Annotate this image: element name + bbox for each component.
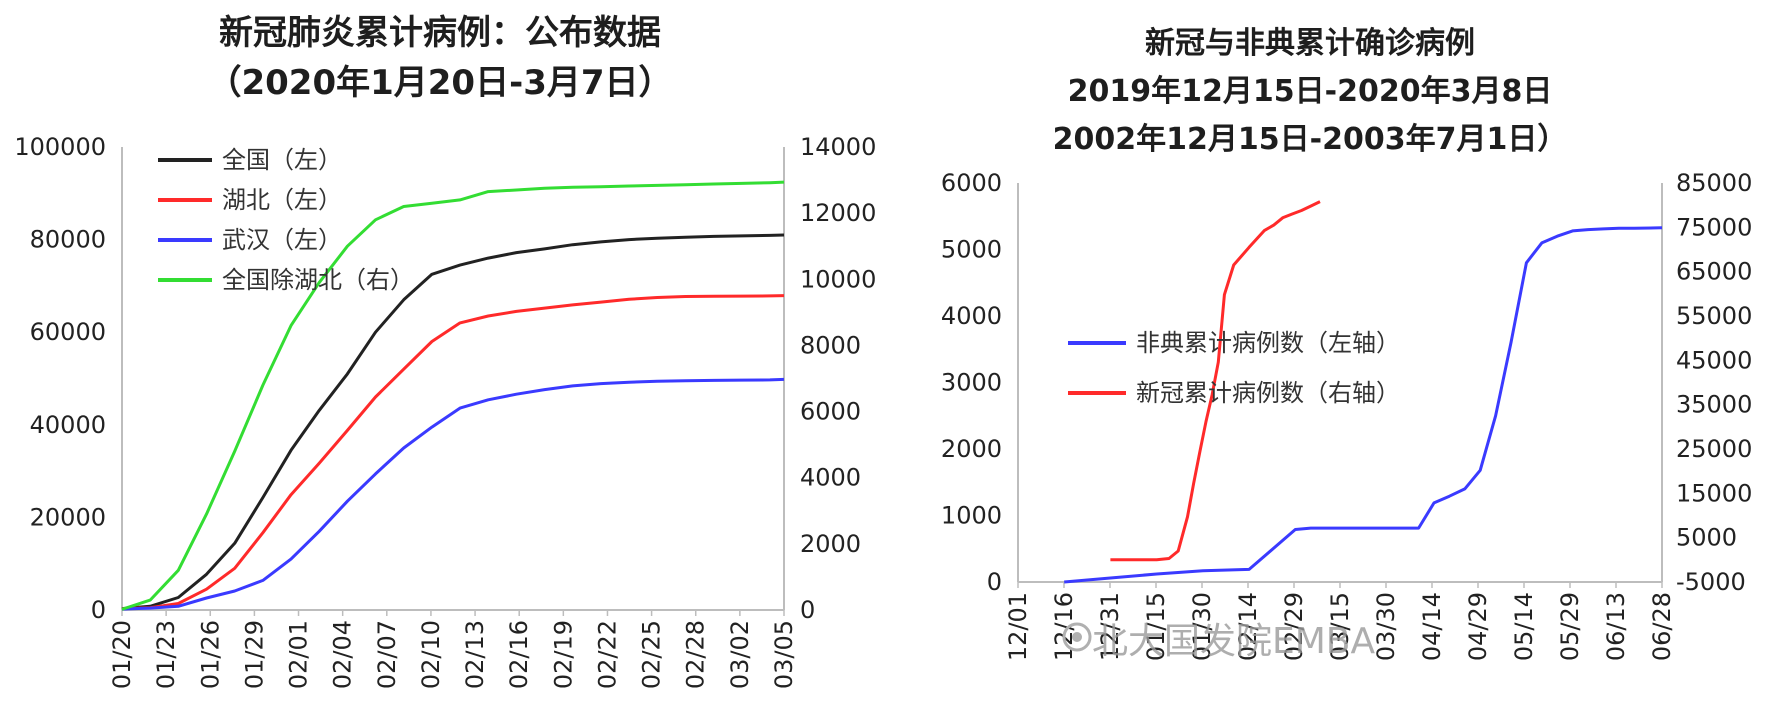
series-line-3 [121, 180, 785, 611]
series-line-0 [121, 233, 785, 611]
y-left-tick-label: 3000 [941, 369, 1002, 397]
chart-title-line: 新冠与非典累计确诊病例 [1145, 26, 1475, 61]
y-right-tick-label: 55000 [1676, 302, 1752, 330]
y-right-tick-label: 45000 [1676, 346, 1752, 374]
x-tick-label: 02/25 [638, 620, 666, 689]
y-right-tick-label: 85000 [1676, 169, 1752, 197]
x-tick-label: 01/30 [1188, 592, 1216, 661]
x-tick-label: 01/23 [152, 620, 180, 689]
x-tick-label: 05/29 [1556, 592, 1584, 661]
y-left-tick-label: 4000 [941, 302, 1002, 330]
y-left-tick-label: 6000 [941, 169, 1002, 197]
legend-label: 武汉（左） [222, 226, 342, 254]
x-tick-label: 02/10 [417, 620, 445, 689]
chart-title-left: 新冠肺炎累计病例：公布数据 （2020年1月20日-3月7日） [110, 8, 770, 108]
x-tick-label: 04/14 [1418, 592, 1446, 661]
y-right-tick-label: 14000 [800, 133, 876, 161]
x-tick-label: 02/01 [285, 620, 313, 689]
y-left-tick-label: 60000 [30, 318, 106, 346]
x-tick-label: 05/14 [1510, 592, 1538, 661]
y-left-tick-label: 0 [91, 596, 106, 624]
legend-label: 新冠累计病例数（右轴） [1136, 379, 1400, 407]
x-tick-label: 02/29 [1280, 592, 1308, 661]
chart-title-line: （2020年1月20日-3月7日） [207, 63, 673, 103]
chart-title-line: 2019年12月15日-2020年3月8日 [1067, 74, 1553, 109]
x-tick-label: 12/01 [1004, 592, 1032, 661]
x-tick-label: 01/29 [240, 620, 268, 689]
y-left-tick-label: 20000 [30, 503, 106, 531]
x-tick-label: 03/05 [770, 620, 798, 689]
x-tick-label: 06/13 [1602, 592, 1630, 661]
x-tick-label: 02/07 [373, 620, 401, 689]
x-tick-label: 02/14 [1234, 592, 1262, 661]
x-tick-label: 02/13 [461, 620, 489, 689]
y-right-tick-label: 5000 [1676, 524, 1737, 552]
x-tick-label: 12/31 [1096, 592, 1124, 661]
legend-label: 湖北（左） [222, 186, 342, 214]
x-tick-label: 02/19 [549, 620, 577, 689]
series-line-0 [1064, 226, 1663, 584]
x-tick-label: 02/04 [329, 620, 357, 689]
chart-title-right: 新冠与非典累计确诊病例 2019年12月15日-2020年3月8日 2002年1… [950, 20, 1670, 164]
chart-title-line: 新冠肺炎累计病例：公布数据 [219, 13, 661, 53]
y-right-tick-label: 6000 [800, 398, 861, 426]
legend-label: 全国（左） [222, 146, 342, 174]
y-left-tick-label: 0 [987, 568, 1002, 596]
y-left-tick-label: 2000 [941, 435, 1002, 463]
y-left-tick-label: 80000 [30, 226, 106, 254]
x-tick-label: 03/02 [726, 620, 754, 689]
series-line-1 [1110, 200, 1321, 562]
x-tick-label: 02/28 [682, 620, 710, 689]
x-tick-label: 02/22 [593, 620, 621, 689]
y-left-tick-label: 100000 [14, 133, 106, 161]
y-right-tick-label: 2000 [800, 530, 861, 558]
y-right-tick-label: 75000 [1676, 213, 1752, 241]
x-tick-label: 02/16 [505, 620, 533, 689]
y-right-tick-label: 8000 [800, 331, 861, 359]
x-tick-label: 03/15 [1326, 592, 1354, 661]
x-tick-label: 01/26 [196, 620, 224, 689]
y-right-tick-label: 35000 [1676, 391, 1752, 419]
y-right-tick-label: 0 [800, 596, 815, 624]
y-right-tick-label: 15000 [1676, 479, 1752, 507]
y-left-tick-label: 40000 [30, 411, 106, 439]
chart-title-line: 2002年12月15日-2003年7月1日） [1052, 122, 1568, 157]
x-tick-label: 04/29 [1464, 592, 1492, 661]
x-tick-label: 06/28 [1648, 592, 1676, 661]
x-tick-label: 01/20 [108, 620, 136, 689]
y-right-tick-label: 4000 [800, 464, 861, 492]
x-tick-label: 03/30 [1372, 592, 1400, 661]
watermark: 北大国发院EMBA [1092, 621, 1376, 662]
y-right-tick-label: 10000 [800, 265, 876, 293]
y-right-tick-label: 12000 [800, 199, 876, 227]
y-right-tick-label: -5000 [1676, 568, 1746, 596]
legend-label: 全国除湖北（右） [222, 266, 414, 294]
y-left-tick-label: 5000 [941, 236, 1002, 264]
x-tick-label: 01/15 [1142, 592, 1170, 661]
watermark-logo-icon [1062, 622, 1092, 652]
y-left-tick-label: 1000 [941, 502, 1002, 530]
series-line-1 [121, 294, 785, 611]
legend-label: 非典累计病例数（左轴） [1136, 329, 1400, 357]
y-right-tick-label: 25000 [1676, 435, 1752, 463]
series-line-2 [121, 377, 785, 611]
y-right-tick-label: 65000 [1676, 258, 1752, 286]
